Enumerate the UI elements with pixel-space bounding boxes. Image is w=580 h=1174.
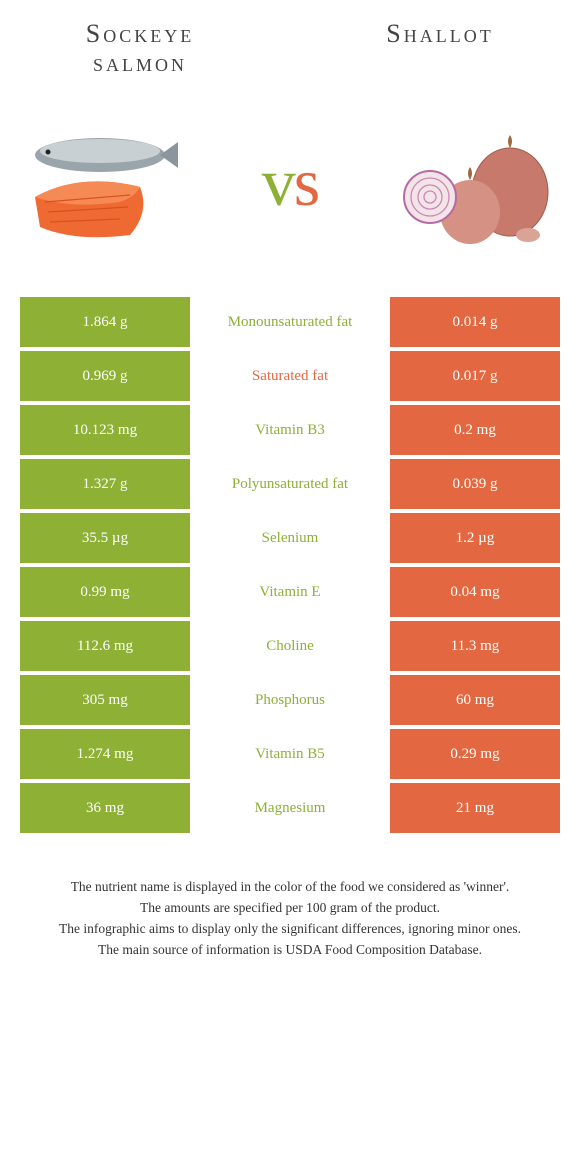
header: Sockeye salmon Shallot (0, 0, 580, 77)
right-value: 0.039 g (390, 459, 560, 509)
salmon-image (20, 117, 180, 247)
table-row: 1.327 gPolyunsaturated fat0.039 g (20, 459, 560, 509)
nutrient-label: Phosphorus (190, 675, 390, 725)
nutrient-label: Vitamin B5 (190, 729, 390, 779)
hero-row: vs (0, 77, 580, 297)
left-value: 112.6 mg (20, 621, 190, 671)
table-row: 1.864 gMonounsaturated fat0.014 g (20, 297, 560, 347)
food-title-left: Sockeye salmon (40, 20, 240, 77)
right-value: 60 mg (390, 675, 560, 725)
nutrient-label: Choline (190, 621, 390, 671)
table-row: 305 mgPhosphorus60 mg (20, 675, 560, 725)
nutrient-label: Saturated fat (190, 351, 390, 401)
right-value: 0.2 mg (390, 405, 560, 455)
left-value: 36 mg (20, 783, 190, 833)
left-value: 0.969 g (20, 351, 190, 401)
table-row: 1.274 mgVitamin B50.29 mg (20, 729, 560, 779)
table-row: 35.5 µgSelenium1.2 µg (20, 513, 560, 563)
shallot-image (400, 117, 560, 247)
table-row: 36 mgMagnesium21 mg (20, 783, 560, 833)
nutrient-label: Vitamin B3 (190, 405, 390, 455)
right-value: 0.017 g (390, 351, 560, 401)
left-value: 1.274 mg (20, 729, 190, 779)
footer-line: The main source of information is USDA F… (30, 940, 550, 961)
left-value: 0.99 mg (20, 567, 190, 617)
left-value: 35.5 µg (20, 513, 190, 563)
right-value: 0.014 g (390, 297, 560, 347)
nutrient-label: Polyunsaturated fat (190, 459, 390, 509)
left-value: 305 mg (20, 675, 190, 725)
nutrient-label: Magnesium (190, 783, 390, 833)
right-value: 0.29 mg (390, 729, 560, 779)
footer-line: The nutrient name is displayed in the co… (30, 877, 550, 898)
table-row: 0.969 gSaturated fat0.017 g (20, 351, 560, 401)
right-value: 0.04 mg (390, 567, 560, 617)
footer-line: The amounts are specified per 100 gram o… (30, 898, 550, 919)
right-value: 1.2 µg (390, 513, 560, 563)
right-value: 11.3 mg (390, 621, 560, 671)
food-title-right: Shallot (340, 20, 540, 77)
nutrient-label: Selenium (190, 513, 390, 563)
left-value: 10.123 mg (20, 405, 190, 455)
table-row: 0.99 mgVitamin E0.04 mg (20, 567, 560, 617)
vs-label: vs (262, 143, 318, 222)
nutrient-label: Monounsaturated fat (190, 297, 390, 347)
footer-notes: The nutrient name is displayed in the co… (0, 837, 580, 961)
right-value: 21 mg (390, 783, 560, 833)
left-value: 1.327 g (20, 459, 190, 509)
footer-line: The infographic aims to display only the… (30, 919, 550, 940)
nutrient-label: Vitamin E (190, 567, 390, 617)
table-row: 10.123 mgVitamin B30.2 mg (20, 405, 560, 455)
table-row: 112.6 mgCholine11.3 mg (20, 621, 560, 671)
left-value: 1.864 g (20, 297, 190, 347)
nutrient-table: 1.864 gMonounsaturated fat0.014 g0.969 g… (20, 297, 560, 833)
